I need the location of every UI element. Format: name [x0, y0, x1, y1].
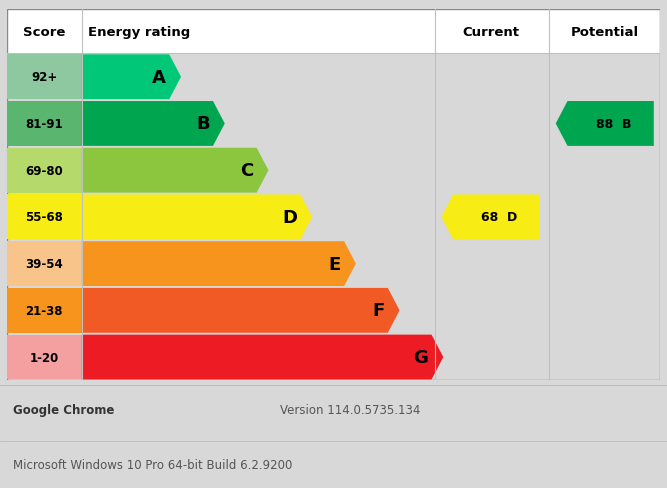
Text: 55-68: 55-68 [25, 211, 63, 224]
Text: Google Chrome: Google Chrome [13, 403, 115, 416]
Text: 68  D: 68 D [482, 211, 518, 224]
Text: 88  B: 88 B [596, 118, 632, 131]
Bar [7, 335, 82, 380]
Bar [7, 148, 82, 193]
Text: C: C [240, 162, 253, 180]
Text: B: B [196, 115, 209, 133]
Text: D: D [282, 208, 297, 226]
Bar [7, 55, 82, 100]
Text: G: G [414, 348, 428, 366]
Text: Potential: Potential [571, 25, 639, 39]
Polygon shape [82, 148, 268, 193]
Text: 81-91: 81-91 [25, 118, 63, 131]
Text: E: E [329, 255, 341, 273]
Text: 21-38: 21-38 [25, 304, 63, 317]
Polygon shape [82, 242, 356, 286]
Text: 69-80: 69-80 [25, 164, 63, 177]
Polygon shape [556, 102, 654, 146]
Text: Microsoft Windows 10 Pro 64-bit Build 6.2.9200: Microsoft Windows 10 Pro 64-bit Build 6.… [13, 458, 293, 471]
Text: Score: Score [23, 25, 65, 39]
Polygon shape [82, 335, 444, 380]
Text: Energy rating: Energy rating [88, 25, 191, 39]
Bar [7, 102, 82, 146]
Polygon shape [442, 195, 540, 240]
Polygon shape [82, 195, 312, 240]
Polygon shape [82, 102, 225, 146]
Text: Current: Current [462, 25, 519, 39]
Polygon shape [82, 288, 400, 333]
Text: A: A [152, 69, 166, 86]
Bar [7, 242, 82, 286]
Text: 1-20: 1-20 [29, 351, 59, 364]
Polygon shape [82, 55, 181, 100]
Text: F: F [372, 302, 385, 320]
Bar [7, 288, 82, 333]
Text: 39-54: 39-54 [25, 258, 63, 270]
Text: Version 114.0.5735.134: Version 114.0.5735.134 [280, 403, 420, 416]
Bar [7, 195, 82, 240]
Bar [7, 10, 660, 54]
Text: 92+: 92+ [31, 71, 57, 84]
